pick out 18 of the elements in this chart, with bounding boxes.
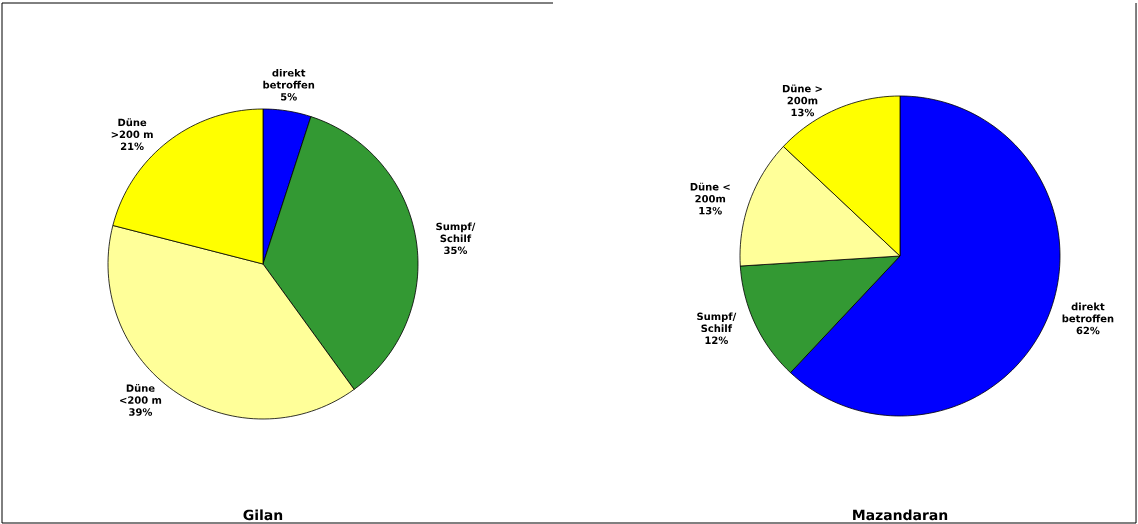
data-label: 21%: [120, 142, 144, 151]
text: Gilan: [243, 509, 283, 521]
data-label: 13%: [791, 108, 815, 117]
slice-label: direkt betroffen: [263, 68, 315, 89]
slice-label: Düne < 200m: [690, 182, 730, 203]
data-label: 62%: [1076, 326, 1100, 335]
slice-label: direkt betroffen: [1062, 302, 1114, 323]
slice-label: Düne >200 m: [111, 118, 153, 139]
data-label: 35%: [444, 246, 468, 255]
text: Mazandaran: [853, 509, 948, 521]
slice-label: Düne <200 m: [120, 384, 162, 404]
data-label: 12%: [705, 336, 728, 345]
data-label: 13%: [699, 206, 722, 215]
slice-label: Düne > 200m: [782, 84, 822, 105]
data-label: 39%: [129, 408, 153, 416]
slice-label: Sumpf/ Schilf: [436, 222, 476, 243]
data-label: 5%: [281, 92, 297, 101]
slice-label: Sumpf/ Schilf: [697, 312, 737, 333]
